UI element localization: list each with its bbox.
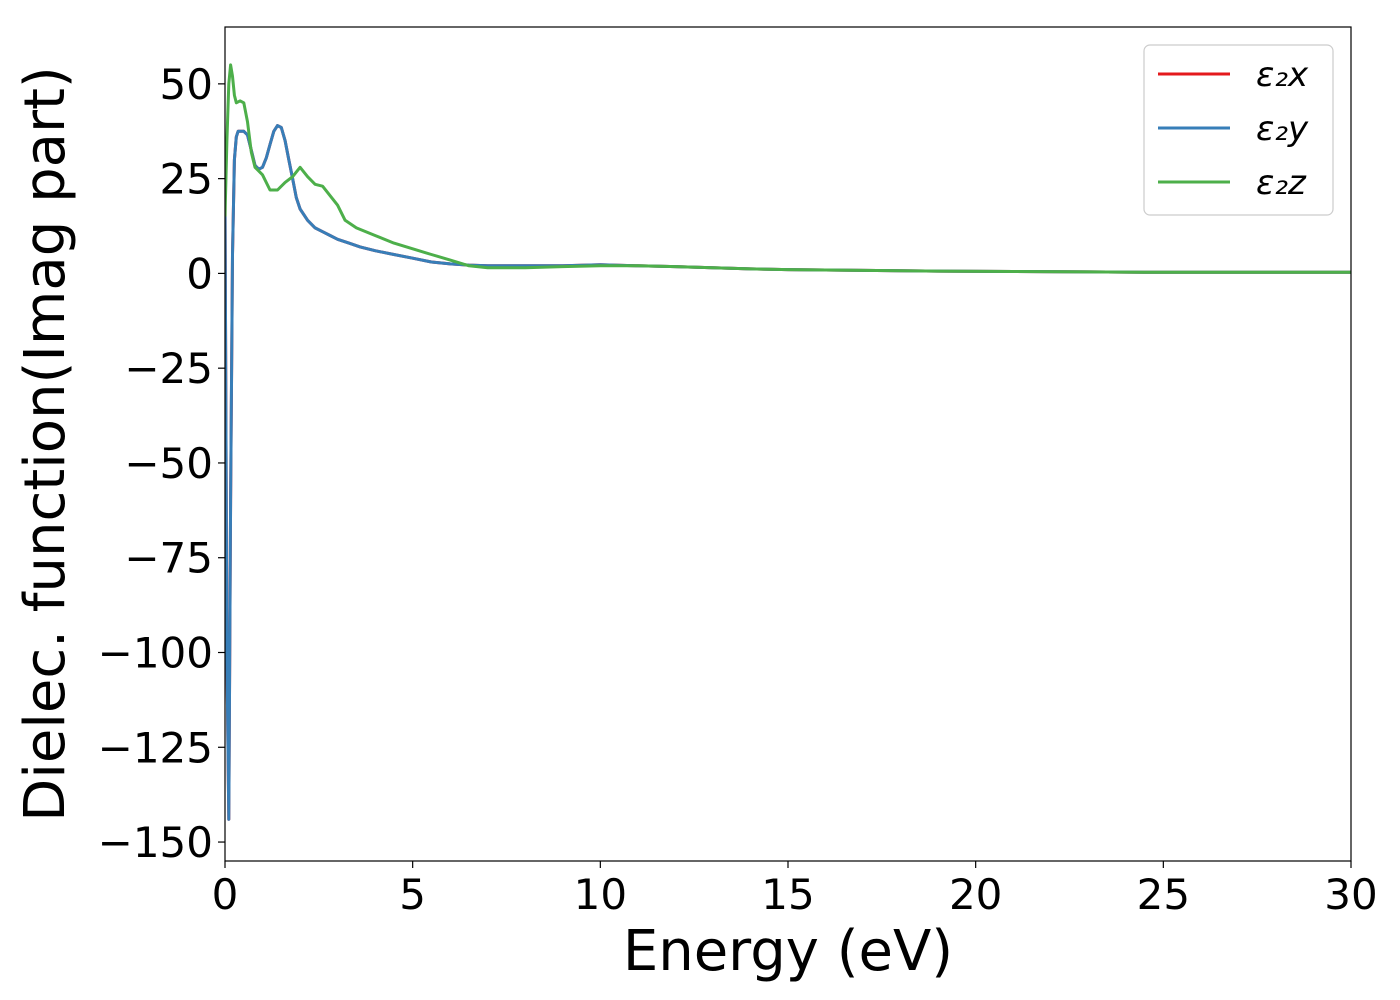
y-axis-label: Dielec. function(Imag part) xyxy=(13,66,78,822)
y-tick-label: −100 xyxy=(98,629,213,678)
x-tick-label: 5 xyxy=(399,870,426,919)
legend-box xyxy=(1143,44,1334,216)
y-tick-label: −75 xyxy=(124,534,213,583)
y-tick-label: 0 xyxy=(186,249,213,298)
y-tick-label: −50 xyxy=(124,439,213,488)
legend-entry: ε₂x xyxy=(1256,55,1309,95)
y-tick-label: −25 xyxy=(124,344,213,393)
x-tick-label: 15 xyxy=(761,870,814,919)
series-layer xyxy=(225,63,1351,821)
x-tick-label: 0 xyxy=(212,870,239,919)
x-axis-label: Energy (eV) xyxy=(623,919,953,984)
x-tick-label: 30 xyxy=(1324,870,1377,919)
y-axis: 50 25 0 −25 −50 −75 −100 −125 −150 xyxy=(98,60,225,867)
legend-entry: ε₂y xyxy=(1256,109,1309,149)
x-tick-label: 10 xyxy=(574,870,627,919)
y-tick-label: −125 xyxy=(98,723,213,772)
y-tick-label: 25 xyxy=(160,155,213,204)
x-tick-label: 25 xyxy=(1137,870,1190,919)
y-tick-label: −150 xyxy=(98,818,213,867)
series-line-3 xyxy=(225,63,1351,274)
legend-entry: ε₂z xyxy=(1256,163,1307,203)
x-axis: 0 5 10 15 20 25 30 xyxy=(212,861,1378,919)
legend: ε₂x ε₂y ε₂z xyxy=(1143,44,1334,216)
series-line-1 xyxy=(225,124,1351,821)
series-line-2 xyxy=(225,124,1351,821)
y-tick-label: 50 xyxy=(160,60,213,109)
x-tick-label: 20 xyxy=(949,870,1002,919)
